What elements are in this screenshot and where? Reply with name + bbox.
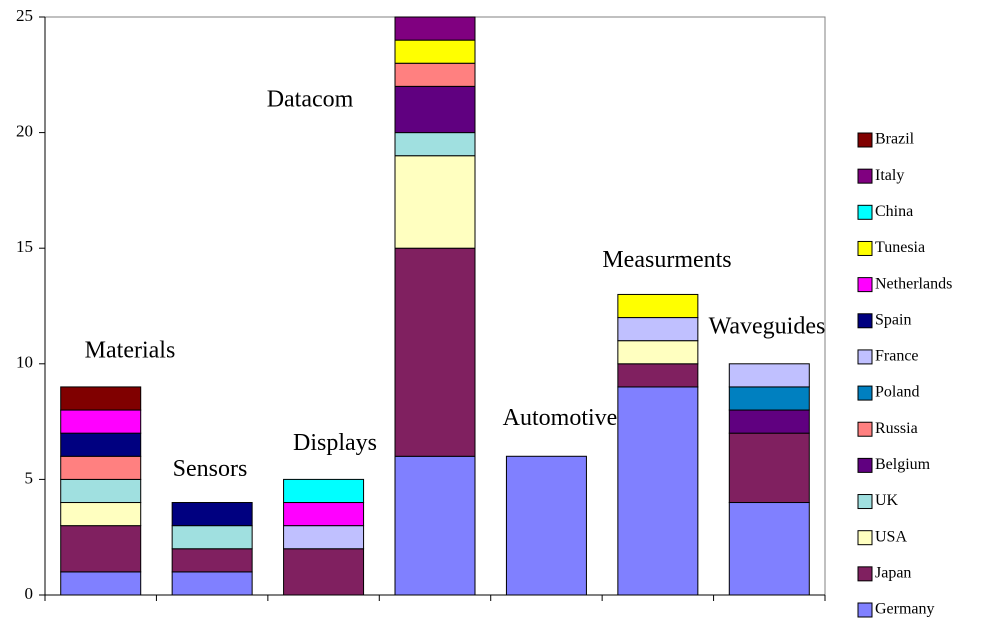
bar-segment — [617, 293, 699, 319]
bar-segment — [60, 455, 142, 480]
bar-segment — [617, 386, 699, 596]
y-tick-label: 0 — [25, 584, 34, 603]
legend-swatch — [857, 168, 873, 184]
legend-swatch — [857, 566, 873, 582]
bar-segment — [394, 455, 476, 596]
bar-segment — [728, 363, 810, 388]
bar-segment — [394, 16, 476, 41]
legend-swatch — [857, 277, 873, 293]
bar-segment — [60, 409, 142, 434]
bar-segment — [60, 478, 142, 504]
legend-swatch — [857, 494, 873, 510]
legend-swatch — [857, 240, 873, 256]
category-label: Displays — [293, 430, 377, 456]
bar-segment — [60, 571, 142, 596]
bar-segment — [505, 455, 587, 596]
legend-swatch — [857, 421, 873, 437]
bar-segment — [728, 386, 810, 411]
legend-label: Tunesia — [875, 239, 925, 256]
bar-segment — [394, 39, 476, 64]
bar-segment — [394, 132, 476, 157]
bar-segment — [283, 525, 365, 550]
bar-segment — [283, 502, 365, 527]
legend-label: Poland — [875, 384, 919, 401]
bar-segment — [617, 340, 699, 365]
legend-label: Netherlands — [875, 275, 952, 292]
bar-segment — [283, 548, 365, 596]
legend-swatch — [857, 530, 873, 546]
category-label: Materials — [85, 337, 176, 363]
legend-swatch — [857, 602, 873, 618]
legend-label: Russia — [875, 420, 918, 437]
bar-segment — [60, 432, 142, 457]
bar-segment — [728, 432, 810, 504]
legend-label: Germany — [875, 601, 935, 618]
legend-swatch — [857, 457, 873, 473]
legend-swatch — [857, 349, 873, 365]
bar-segment — [728, 409, 810, 434]
bar-segment — [60, 386, 142, 411]
legend-label: Belgium — [875, 456, 931, 473]
y-tick-label: 10 — [16, 353, 33, 372]
bar-segment — [60, 502, 142, 527]
bar-segment — [60, 525, 142, 573]
bar-segment — [394, 247, 476, 457]
category-label: Sensors — [173, 456, 248, 482]
y-tick-label: 20 — [16, 122, 33, 141]
category-label: Measurments — [602, 247, 731, 273]
legend-label: USA — [875, 528, 907, 545]
category-label: Datacom — [267, 87, 354, 113]
legend-label: UK — [875, 492, 899, 509]
y-tick-label: 5 — [25, 468, 34, 487]
bar-segment — [617, 363, 699, 388]
y-tick-label: 15 — [16, 237, 33, 256]
category-label: Automotive — [503, 405, 618, 431]
bar-segment — [617, 317, 699, 342]
legend-swatch — [857, 132, 873, 148]
bar-segment — [394, 85, 476, 134]
bar-segment — [394, 155, 476, 249]
bar-segment — [171, 548, 253, 573]
bar-segment — [283, 478, 365, 504]
legend-label: Italy — [875, 167, 904, 184]
legend-label: France — [875, 348, 919, 365]
legend-swatch — [857, 313, 873, 329]
legend-label: Japan — [875, 565, 911, 582]
category-label: Waveguides — [709, 313, 826, 339]
legend-swatch — [857, 385, 873, 401]
legend-label: Brazil — [875, 131, 915, 148]
bar-segment — [171, 502, 253, 527]
bar-segment — [394, 62, 476, 87]
legend-label: Spain — [875, 311, 911, 328]
legend-swatch — [857, 204, 873, 220]
y-tick-label: 25 — [16, 6, 33, 25]
legend-label: China — [875, 203, 913, 220]
bar-segment — [171, 525, 253, 550]
bar-segment — [171, 571, 253, 596]
bar-segment — [728, 502, 810, 596]
